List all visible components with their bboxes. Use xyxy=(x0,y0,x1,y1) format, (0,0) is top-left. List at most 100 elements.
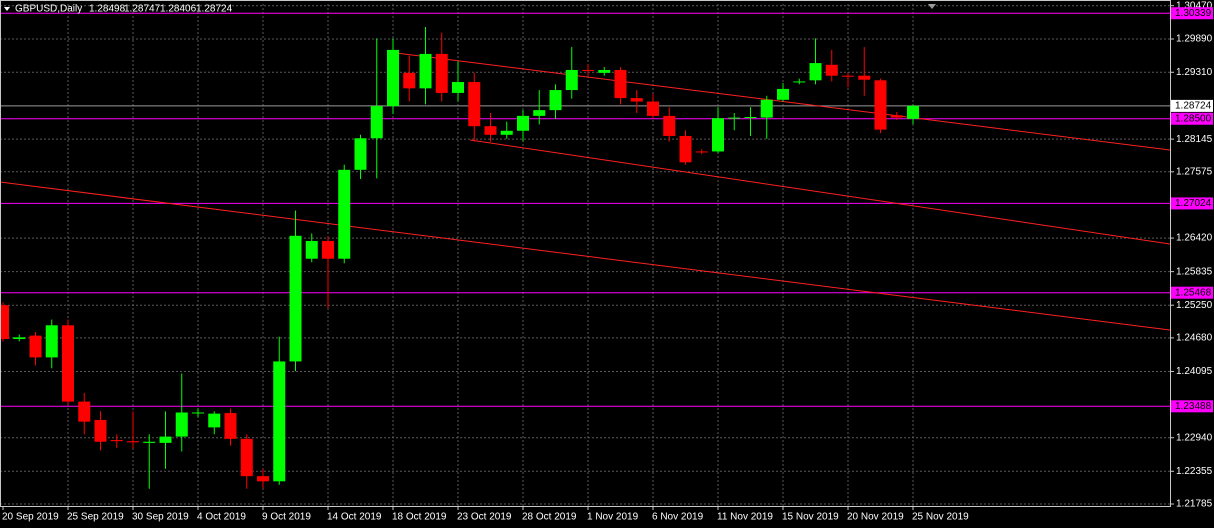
candle-body xyxy=(517,115,529,131)
candle-body xyxy=(175,412,188,437)
candle-body xyxy=(192,412,204,414)
candle-body xyxy=(208,413,221,428)
x-tick-label: 30 Sep 2019 xyxy=(132,512,189,523)
candle-body xyxy=(874,80,887,130)
candle-body xyxy=(354,138,367,170)
level-label: 1.28500 xyxy=(1175,113,1212,124)
x-tick-label: 25 Nov 2019 xyxy=(912,512,969,523)
trendline xyxy=(0,181,1171,331)
x-tick-label: 20 Nov 2019 xyxy=(847,512,904,523)
menu-arrow xyxy=(4,7,10,11)
candle-body xyxy=(110,440,123,442)
candle-body xyxy=(289,235,302,362)
y-tick-label: 1.28145 xyxy=(1176,134,1213,145)
candle-body xyxy=(370,106,383,139)
y-tick-label: 1.25250 xyxy=(1176,300,1213,311)
level-label-box xyxy=(1171,112,1213,125)
level-label-box xyxy=(1171,197,1213,210)
candle-body xyxy=(13,337,26,340)
y-tick-label: 1.26420 xyxy=(1176,233,1213,244)
candle-body xyxy=(305,240,318,259)
candle-body xyxy=(45,325,58,358)
candle-body xyxy=(598,69,611,73)
ohlc-open: 1.28498 xyxy=(89,4,126,15)
price-label: 1.28724 xyxy=(1175,101,1212,112)
candle-body xyxy=(663,115,676,136)
candle-body xyxy=(565,69,578,91)
candle-body xyxy=(322,240,334,259)
x-tick-label: 6 Nov 2019 xyxy=(652,512,704,523)
candle-body xyxy=(29,335,42,358)
x-tick-label: 20 Sep 2019 xyxy=(2,512,59,523)
candle-body xyxy=(127,441,139,443)
candle-body xyxy=(224,413,237,439)
y-tick-label: 1.24095 xyxy=(1176,366,1213,377)
candle-body xyxy=(159,436,172,443)
candle-body xyxy=(614,69,627,99)
candle-body xyxy=(842,75,854,77)
chart-title: GBPUSD,Daily xyxy=(15,4,82,15)
y-tick-label: 1.30470 xyxy=(1176,0,1213,11)
candle-body xyxy=(760,99,773,118)
ohlc-high: 1.28747 xyxy=(124,4,161,15)
candle-body xyxy=(500,130,513,135)
candle-body xyxy=(468,82,481,127)
candle-body xyxy=(630,98,643,102)
candle-body xyxy=(484,126,497,135)
candle-body xyxy=(435,53,448,93)
x-tick-label: 9 Oct 2019 xyxy=(262,512,311,523)
candle-body xyxy=(679,135,692,163)
x-tick-label: 28 Oct 2019 xyxy=(522,512,577,523)
y-tick-label: 1.29310 xyxy=(1176,67,1213,78)
y-tick-label: 1.29890 xyxy=(1176,34,1213,45)
x-tick-label: 23 Oct 2019 xyxy=(457,512,512,523)
level-label: 1.30339 xyxy=(1175,8,1212,19)
x-tick-label: 14 Oct 2019 xyxy=(327,512,382,523)
y-tick-label: 1.25835 xyxy=(1176,266,1213,277)
candle-body xyxy=(78,401,91,422)
x-tick-label: 15 Nov 2019 xyxy=(782,512,839,523)
level-label: 1.23488 xyxy=(1175,401,1212,412)
candle-body xyxy=(143,441,156,443)
ohlc-low: 1.28406 xyxy=(160,4,197,15)
candle-body xyxy=(825,64,838,76)
candle-body xyxy=(890,115,903,118)
level-label: 1.25468 xyxy=(1175,287,1212,298)
y-tick-label: 1.24680 xyxy=(1176,333,1213,344)
level-label-box xyxy=(1171,400,1213,413)
trendline xyxy=(469,139,1171,245)
y-tick-label: 1.21785 xyxy=(1176,499,1213,510)
candle-body xyxy=(94,419,107,442)
candles xyxy=(0,26,919,489)
candle-body xyxy=(744,117,757,119)
price-label-box xyxy=(1171,99,1213,112)
trendlines xyxy=(0,51,1171,331)
candle-body xyxy=(419,53,432,89)
candle-body xyxy=(728,117,741,119)
candle-body xyxy=(257,476,269,482)
candle-body xyxy=(809,63,822,81)
candle-body xyxy=(403,72,416,89)
y-tick-label: 1.22355 xyxy=(1176,466,1213,477)
trendline xyxy=(387,51,1171,151)
candle-body xyxy=(907,105,919,119)
x-tick-label: 25 Sep 2019 xyxy=(67,512,124,523)
level-label-box xyxy=(1171,286,1213,299)
level-label: 1.27024 xyxy=(1175,198,1212,209)
level-label-box xyxy=(1171,7,1213,20)
candle-body xyxy=(549,90,562,111)
x-tick-label: 11 Nov 2019 xyxy=(717,512,773,523)
y-tick-label: 1.22940 xyxy=(1176,432,1213,443)
candle-body xyxy=(0,305,9,340)
candle-body xyxy=(712,118,724,152)
candle-body xyxy=(338,169,351,259)
x-tick-label: 18 Oct 2019 xyxy=(392,512,447,523)
candle-body xyxy=(533,110,546,116)
candle-body xyxy=(240,438,253,477)
x-tick-label: 1 Nov 2019 xyxy=(587,512,639,523)
candle-body xyxy=(647,101,659,116)
candle-body xyxy=(582,69,594,71)
candle-body xyxy=(858,75,871,80)
